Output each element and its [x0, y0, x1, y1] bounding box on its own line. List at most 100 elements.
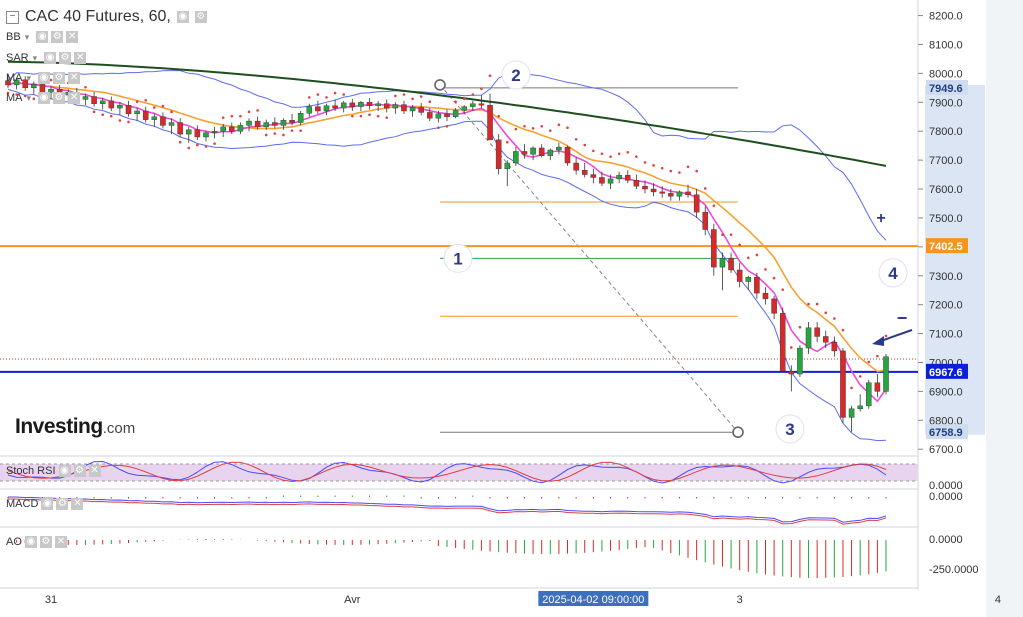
candle-body: [470, 103, 476, 107]
candle-body: [513, 151, 519, 164]
gear-icon[interactable]: ⚙: [73, 465, 86, 477]
candle-body: [435, 113, 442, 119]
candle-body: [22, 79, 28, 89]
candle-body: [229, 126, 235, 132]
gear-icon[interactable]: ⚙: [59, 52, 72, 64]
candle-body: [263, 122, 269, 128]
chart-title: CAC 40 Futures, 60,: [25, 8, 171, 25]
price-label-text: 7402.5: [929, 241, 963, 253]
eye-icon[interactable]: ◉: [38, 72, 51, 84]
candle-body: [91, 96, 97, 104]
parabolic-sar-dot: [790, 346, 793, 349]
parabolic-sar-dot: [712, 204, 716, 208]
parabolic-sar-dot: [230, 114, 234, 118]
gear-icon[interactable]: ⚙: [194, 11, 207, 23]
candle-body: [745, 277, 752, 282]
eye-icon[interactable]: ◉: [36, 31, 49, 43]
indicator-row-ma-1: MA ▾ ◉ ⚙ ✕: [6, 72, 81, 84]
candle-body: [840, 350, 846, 418]
price-tick-label: 7200.0: [929, 300, 963, 312]
price-tick-label: 7500.0: [929, 213, 963, 225]
parabolic-sar-dot: [574, 138, 578, 141]
wave-label-circle: [878, 258, 908, 288]
gear-icon[interactable]: ⚙: [39, 536, 52, 548]
parabolic-sar-dot: [635, 155, 638, 158]
time-axis-label: 3: [737, 594, 743, 606]
eye-icon[interactable]: ◉: [58, 465, 71, 477]
macd-label-row: MACD ◉ ⚙ ✕: [6, 498, 84, 510]
close-icon[interactable]: ✕: [74, 52, 87, 64]
close-icon[interactable]: ✕: [66, 31, 79, 43]
parabolic-sar-dot: [307, 96, 311, 99]
candle-body: [668, 193, 674, 197]
candle-body: [125, 104, 132, 115]
candle-body: [659, 191, 665, 194]
eye-icon[interactable]: ◉: [176, 11, 189, 23]
moving-average-ema: [7, 81, 887, 403]
gear-icon[interactable]: ⚙: [53, 92, 66, 104]
parabolic-sar-dot: [109, 114, 113, 118]
parabolic-sar-dot: [764, 268, 767, 271]
gear-icon[interactable]: ⚙: [51, 31, 64, 43]
parabolic-sar-dot: [557, 123, 561, 127]
gear-icon[interactable]: ⚙: [53, 72, 66, 84]
price-label-text: 6758.9: [929, 427, 963, 439]
parabolic-sar-dot: [738, 243, 741, 247]
candle-body: [186, 129, 192, 135]
candle-body: [427, 112, 433, 119]
close-icon[interactable]: ✕: [54, 536, 67, 548]
parabolic-sar-dot: [488, 74, 492, 77]
chevron-down-icon[interactable]: ▾: [26, 92, 32, 103]
parabolic-sar-dot: [170, 110, 173, 114]
collapse-icon[interactable]: −: [6, 10, 19, 24]
parabolic-sar-dot: [84, 85, 87, 89]
parabolic-sar-dot: [514, 127, 518, 131]
parabolic-sar-dot: [686, 165, 690, 169]
candle-body: [315, 106, 321, 112]
indicator-label: SAR: [6, 52, 29, 64]
eye-icon[interactable]: ◉: [38, 92, 51, 104]
close-icon[interactable]: ✕: [68, 72, 81, 84]
candle-body: [702, 211, 708, 230]
eye-icon[interactable]: ◉: [44, 52, 57, 64]
chevron-down-icon[interactable]: ▾: [26, 72, 32, 83]
parabolic-sar-dot: [703, 187, 707, 190]
parabolic-sar-dot: [660, 166, 664, 170]
close-icon[interactable]: ✕: [88, 465, 101, 477]
parabolic-sar-dot: [833, 317, 836, 320]
parabolic-sar-dot: [643, 161, 647, 164]
candle-body: [452, 110, 459, 117]
eye-icon[interactable]: ◉: [41, 498, 54, 510]
parabolic-sar-dot: [815, 302, 819, 306]
price-tick-label: 7600.0: [929, 184, 963, 196]
parabolic-sar-dot: [239, 114, 242, 118]
indicator-label: BB: [6, 31, 21, 43]
moving-average-fast: [7, 81, 887, 373]
gear-icon[interactable]: ⚙: [56, 498, 69, 510]
close-icon[interactable]: ✕: [68, 92, 81, 104]
parabolic-sar-dot: [505, 140, 509, 144]
parabolic-sar-dot: [256, 109, 259, 112]
candle-body: [409, 107, 416, 112]
price-tick-label: 8100.0: [929, 39, 963, 51]
parabolic-sar-dot: [772, 276, 776, 280]
parabolic-sar-dot: [462, 97, 466, 101]
close-icon[interactable]: ✕: [71, 498, 84, 510]
stoch-d-line: [7, 461, 887, 483]
stoch-rsi-label: Stoch RSI: [6, 465, 56, 477]
eye-icon[interactable]: ◉: [24, 536, 37, 548]
wave-label: 1: [453, 249, 462, 268]
time-highlight-box: [538, 591, 649, 606]
chevron-down-icon[interactable]: ▾: [24, 31, 30, 42]
candle-body: [332, 105, 338, 109]
chevron-down-icon[interactable]: ▾: [32, 52, 38, 63]
candle-body: [82, 96, 89, 100]
parabolic-sar-dot: [32, 97, 36, 101]
plus-marker: +: [876, 210, 885, 227]
parabolic-sar-dot: [695, 169, 698, 173]
price-label-box: [926, 238, 968, 254]
candle-body: [297, 113, 304, 123]
candle-body: [573, 162, 579, 171]
macd-label: MACD: [6, 498, 39, 510]
